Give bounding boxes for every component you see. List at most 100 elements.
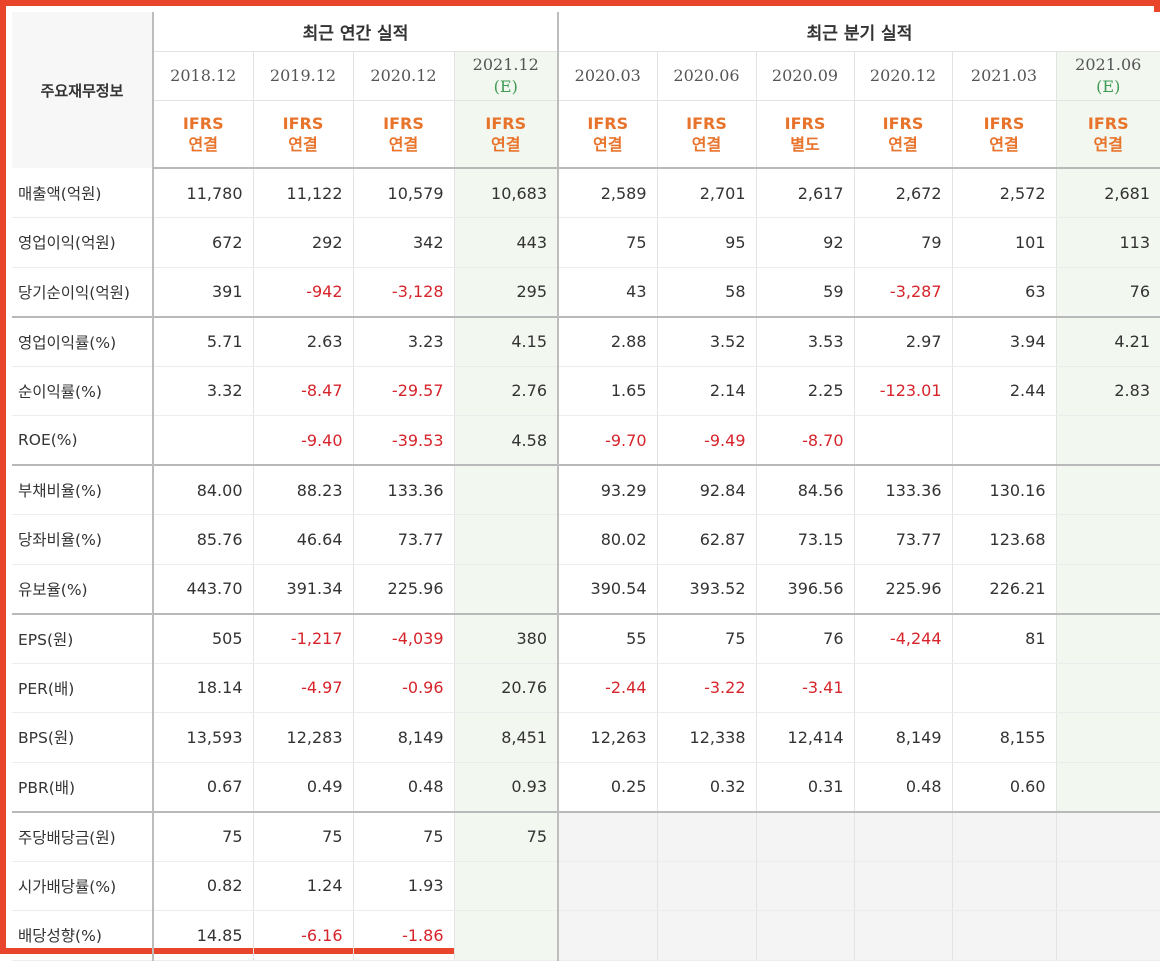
consolidation-type: 연결 (154, 134, 253, 155)
data-cell: 3.23 (353, 317, 454, 367)
data-cell: 2,617 (756, 168, 854, 218)
table-row: 배당성향(%)14.85-6.16-1.86 (12, 911, 1160, 961)
period-date: 2021.06 (1057, 54, 1160, 76)
consolidation-type: 연결 (559, 134, 657, 155)
row-label: PER(배) (12, 663, 153, 713)
data-cell (1056, 713, 1160, 763)
data-cell: -1.86 (353, 911, 454, 961)
data-cell: 672 (153, 218, 253, 268)
period-date: 2020.12 (354, 65, 454, 87)
data-cell: 380 (454, 614, 558, 664)
row-label: EPS(원) (12, 614, 153, 664)
data-cell (854, 911, 952, 961)
period-date: 2021.03 (953, 65, 1056, 87)
data-cell: 2.97 (854, 317, 952, 367)
data-cell: 79 (854, 218, 952, 268)
data-cell: 225.96 (353, 564, 454, 614)
data-cell: 2.44 (952, 366, 1056, 416)
row-label: PBR(배) (12, 762, 153, 812)
data-cell: 0.67 (153, 762, 253, 812)
estimate-mark: (E) (455, 76, 558, 98)
data-cell (756, 861, 854, 911)
data-cell (952, 911, 1056, 961)
data-cell: 2.88 (558, 317, 657, 367)
data-cell (1056, 465, 1160, 515)
data-cell: 75 (454, 812, 558, 862)
data-cell: -3,287 (854, 267, 952, 317)
data-cell (952, 812, 1056, 862)
data-cell (1056, 614, 1160, 664)
corner-header: 주요재무정보 (12, 12, 153, 168)
data-cell: 14.85 (153, 911, 253, 961)
data-cell: 295 (454, 267, 558, 317)
consolidation-type: 연결 (953, 134, 1056, 155)
period-header: 2021.12(E) (454, 51, 558, 100)
data-cell: 342 (353, 218, 454, 268)
data-cell: 2,572 (952, 168, 1056, 218)
data-cell: -4,244 (854, 614, 952, 664)
data-cell: -2.44 (558, 663, 657, 713)
data-cell: 133.36 (353, 465, 454, 515)
accounting-standard: IFRS (154, 113, 253, 134)
data-cell: 123.68 (952, 515, 1056, 565)
data-cell: -3,128 (353, 267, 454, 317)
data-cell (153, 416, 253, 466)
data-cell: 73.77 (854, 515, 952, 565)
row-label: 부채비율(%) (12, 465, 153, 515)
data-cell (952, 861, 1056, 911)
data-cell: 80.02 (558, 515, 657, 565)
accounting-standard: IFRS (354, 113, 454, 134)
data-cell: -3.41 (756, 663, 854, 713)
data-cell: 85.76 (153, 515, 253, 565)
data-cell (1056, 515, 1160, 565)
row-label: 시가배당률(%) (12, 861, 153, 911)
data-cell: 4.15 (454, 317, 558, 367)
data-cell: 58 (657, 267, 756, 317)
data-cell: -123.01 (854, 366, 952, 416)
row-label: BPS(원) (12, 713, 153, 763)
accounting-standard: IFRS (1057, 113, 1160, 134)
period-date: 2020.06 (658, 65, 756, 87)
data-cell: -3.22 (657, 663, 756, 713)
row-label: ROE(%) (12, 416, 153, 466)
data-cell: 2,589 (558, 168, 657, 218)
data-cell (454, 515, 558, 565)
data-cell: 396.56 (756, 564, 854, 614)
row-label: 매출액(억원) (12, 168, 153, 218)
period-date: 2020.03 (559, 65, 657, 87)
data-cell: 0.48 (854, 762, 952, 812)
data-cell: 18.14 (153, 663, 253, 713)
data-cell: 2.63 (253, 317, 353, 367)
data-cell: -9.40 (253, 416, 353, 466)
data-cell: 2,672 (854, 168, 952, 218)
data-cell: 10,579 (353, 168, 454, 218)
data-cell: 75 (657, 614, 756, 664)
data-cell: 0.82 (153, 861, 253, 911)
data-cell: 0.93 (454, 762, 558, 812)
row-label: 영업이익률(%) (12, 317, 153, 367)
data-cell (854, 812, 952, 862)
data-cell: 84.00 (153, 465, 253, 515)
data-cell (1056, 564, 1160, 614)
data-cell: -0.96 (353, 663, 454, 713)
data-cell: 4.21 (1056, 317, 1160, 367)
data-cell: 3.94 (952, 317, 1056, 367)
quarter-group-header: 최근 분기 실적 (558, 12, 1160, 51)
data-cell (756, 812, 854, 862)
data-cell: 12,263 (558, 713, 657, 763)
consolidation-type: 연결 (1057, 134, 1160, 155)
row-label: 당좌비율(%) (12, 515, 153, 565)
consolidation-type: 연결 (855, 134, 952, 155)
